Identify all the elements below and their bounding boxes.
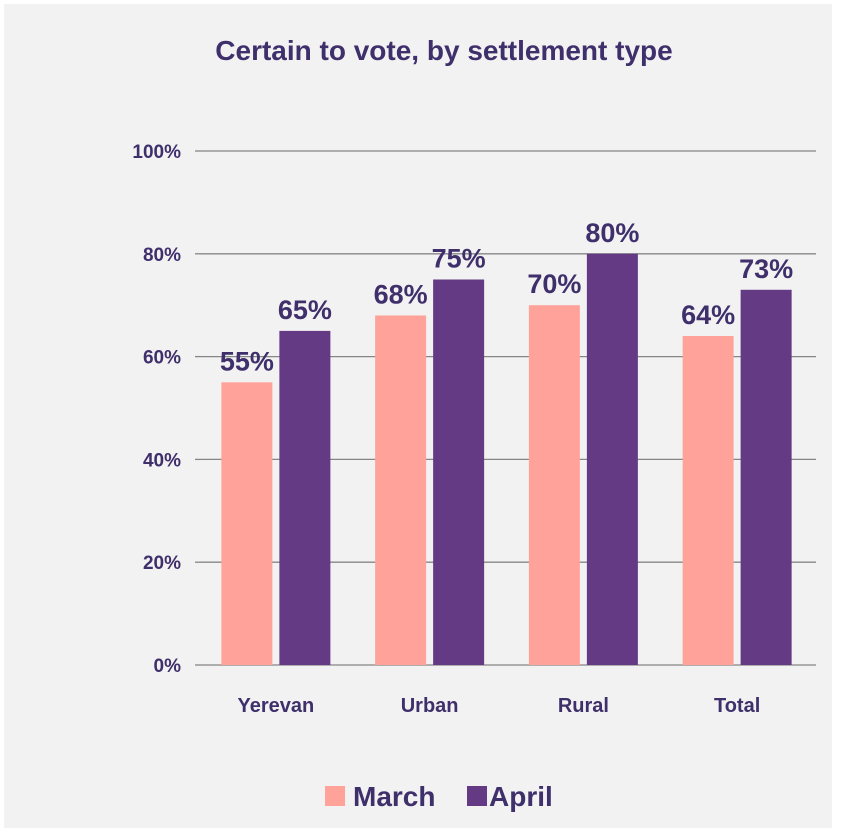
- y-tick-label: 80%: [143, 245, 181, 266]
- bar-march-urban: [375, 315, 427, 665]
- data-label: 80%: [585, 218, 639, 248]
- legend: March April: [325, 781, 553, 812]
- x-tick-label: Urban: [401, 695, 459, 717]
- y-tick-label: 100%: [132, 142, 181, 163]
- y-tick-label: 20%: [143, 553, 181, 574]
- legend-label-march: March: [353, 781, 435, 812]
- data-label: 55%: [220, 346, 274, 376]
- bar-april-yerevan: [279, 330, 331, 665]
- data-label: 73%: [739, 254, 793, 284]
- data-label: 68%: [374, 279, 428, 309]
- bar-march-rural: [528, 305, 580, 665]
- y-tick-label: 60%: [143, 348, 181, 369]
- y-tick-label: 40%: [143, 450, 181, 471]
- bar-april-urban: [433, 279, 485, 665]
- data-labels: 55%65% 68%75% 70%80% 64%73%: [220, 218, 793, 376]
- x-tick-label: Yerevan: [238, 695, 315, 717]
- bar-april-rural: [586, 253, 638, 666]
- x-tick-label: Total: [714, 695, 760, 717]
- legend-swatch-april: [467, 786, 487, 806]
- x-tick-label: Rural: [558, 695, 609, 717]
- data-label: 75%: [432, 244, 486, 274]
- legend-label-april: April: [489, 781, 553, 812]
- data-label: 70%: [527, 269, 581, 299]
- bars: [221, 253, 792, 666]
- data-label: 65%: [278, 295, 332, 325]
- data-label: 64%: [681, 300, 735, 330]
- bar-march-yerevan: [221, 382, 273, 665]
- legend-swatch-march: [325, 786, 345, 806]
- y-tick-label: 0%: [154, 656, 182, 677]
- x-axis-tick-labels: Yerevan Urban Rural Total: [238, 695, 761, 717]
- bar-march-total: [682, 336, 734, 665]
- chart-title: Certain to vote, by settlement type: [215, 35, 672, 66]
- bar-april-total: [740, 289, 792, 665]
- y-axis-tick-labels: 0% 20% 40% 60% 80% 100%: [132, 142, 181, 677]
